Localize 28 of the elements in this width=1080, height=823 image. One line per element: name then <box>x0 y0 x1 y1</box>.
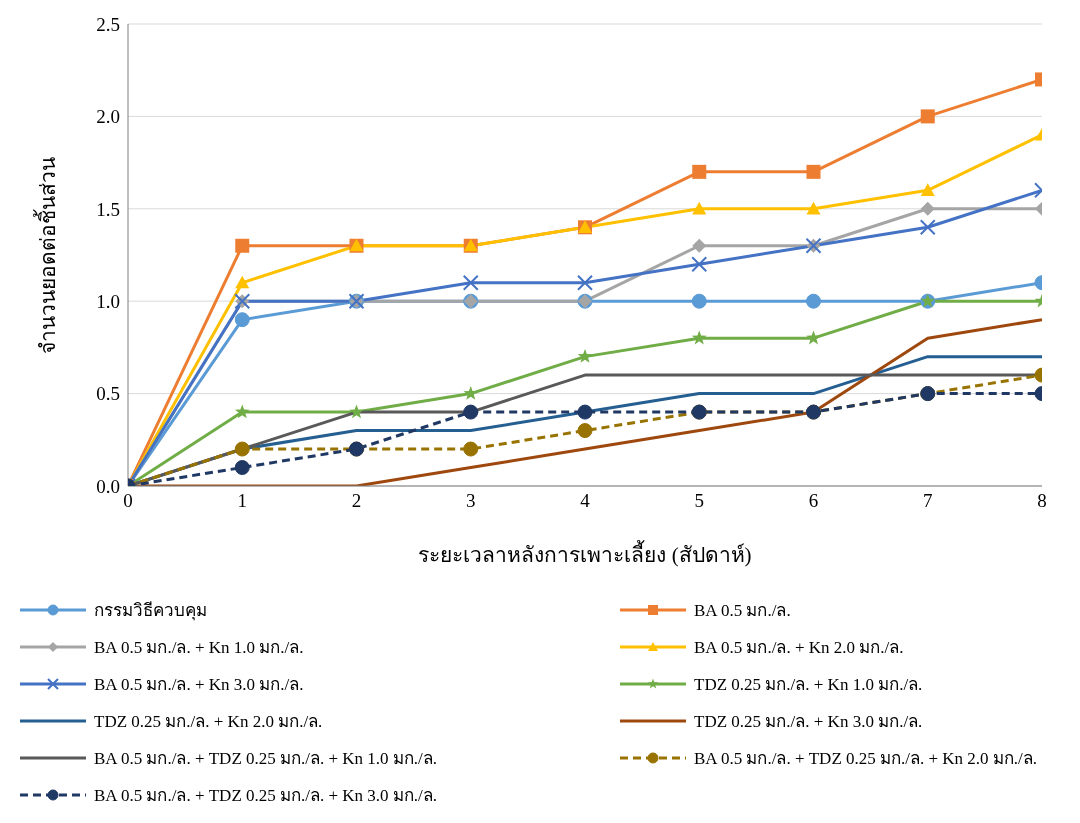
x-tick-label: 0 <box>123 490 133 512</box>
x-tick-label: 6 <box>808 490 819 512</box>
y-tick-label: 1.0 <box>96 290 120 312</box>
legend-label: TDZ 0.25 มก./ล. + Kn 2.0 มก./ล. <box>94 711 323 733</box>
x-tick-label: 4 <box>580 490 591 512</box>
legend-label: BA 0.5 มก./ล. + Kn 2.0 มก./ล. <box>694 637 904 659</box>
legend-label: TDZ 0.25 มก./ล. + Kn 1.0 มก./ล. <box>694 674 923 696</box>
legend-label: BA 0.5 มก./ล. <box>694 600 791 622</box>
legend-label: BA 0.5 มก./ล. + TDZ 0.25 มก./ล. + Kn 2.0 มก./ล. <box>694 748 1038 770</box>
x-axis-title: ระยะเวลาหลังการเพาะเลี้ยง (สัปดาห์) <box>418 540 752 567</box>
legend-label: TDZ 0.25 มก./ล. + Kn 3.0 มก./ล. <box>694 711 923 733</box>
y-tick-label: 2.0 <box>96 106 120 128</box>
x-tick-label: 5 <box>694 490 704 512</box>
y-tick-label: 2.5 <box>96 13 120 35</box>
y-axis-title: จำนวนยอดต่อชิ้นส่วน <box>33 156 61 354</box>
x-tick-label: 1 <box>237 490 247 512</box>
y-tick-label: 0.5 <box>96 383 120 405</box>
legend-label: BA 0.5 มก./ล. + TDZ 0.25 มก./ล. + Kn 3.0 มก./ล. <box>94 785 438 807</box>
legend-label: BA 0.5 มก./ล. + TDZ 0.25 มก./ล. + Kn 1.0 มก./ล. <box>94 748 438 770</box>
y-tick-label: 0.0 <box>96 475 120 497</box>
legend-label: BA 0.5 มก./ล. + Kn 3.0 มก./ล. <box>94 674 304 696</box>
legend-label: BA 0.5 มก./ล. + Kn 1.0 มก./ล. <box>94 637 304 659</box>
y-tick-label: 1.5 <box>96 198 120 220</box>
x-tick-label: 8 <box>1037 490 1047 512</box>
x-tick-label: 3 <box>466 490 476 512</box>
legend-label: กรรมวิธีควบคุม <box>94 600 207 623</box>
x-tick-label: 2 <box>351 490 362 512</box>
x-tick-label: 7 <box>923 490 933 512</box>
